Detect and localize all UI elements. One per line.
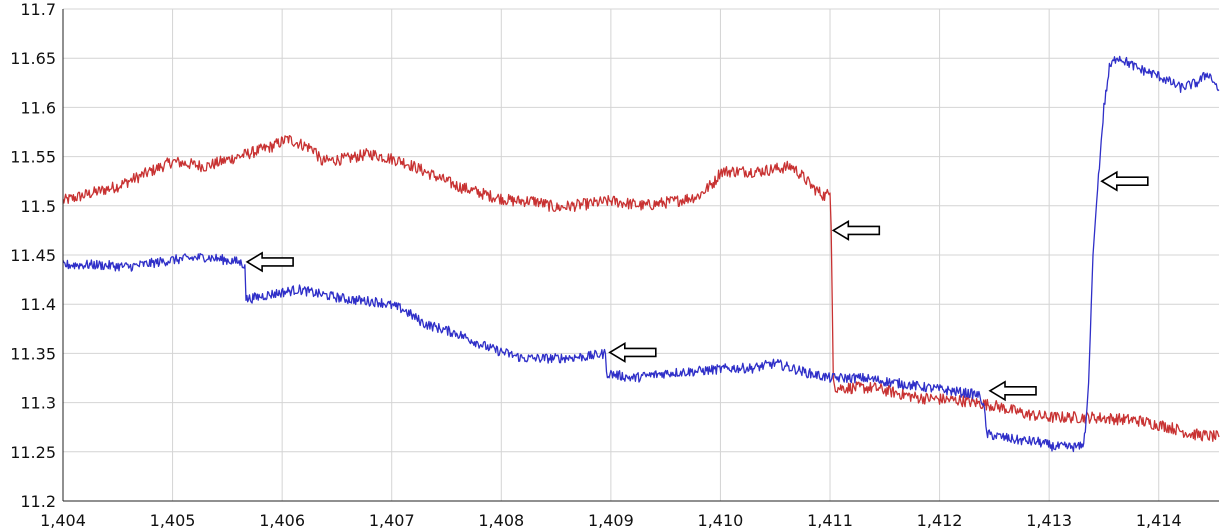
y-tick-label: 11.45 — [10, 246, 56, 265]
arrow-annotations — [245, 170, 1149, 402]
arrow-left-icon — [608, 341, 657, 363]
y-tick-label: 11.6 — [20, 98, 56, 117]
y-tick-label: 11.2 — [20, 492, 56, 511]
x-tick-label: 1,413 — [1026, 511, 1072, 530]
series-lines — [62, 55, 1220, 453]
arrow-left-icon — [988, 380, 1037, 402]
y-tick-label: 11.4 — [20, 295, 56, 314]
grid-lines — [62, 8, 1219, 502]
y-tick-label: 11.7 — [20, 0, 56, 19]
y-tick-label: 11.25 — [10, 443, 56, 462]
axes — [62, 9, 1219, 502]
x-tick-label: 1,406 — [259, 511, 305, 530]
x-tick-label: 1,405 — [150, 511, 196, 530]
x-tick-labels: 1,404 1,405 1,406 1,407 1,408 1,409 1,410 1,411… — [40, 511, 1182, 530]
y-tick-label: 11.55 — [10, 148, 56, 167]
x-tick-label: 1,408 — [478, 511, 524, 530]
x-tick-label: 1,407 — [369, 511, 415, 530]
x-tick-label: 1,411 — [807, 511, 853, 530]
arrow-left-icon — [831, 219, 881, 241]
y-tick-label: 11.5 — [20, 197, 56, 216]
y-tick-label: 11.3 — [20, 394, 56, 413]
y-tick-label: 11.35 — [10, 344, 56, 363]
y-tick-labels: 11.2 11.25 11.3 11.35 11.4 11.45 11.5 11.55 11.6… — [10, 0, 56, 511]
x-tick-label: 1,412 — [917, 511, 963, 530]
arrow-left-icon — [1100, 170, 1149, 192]
x-tick-label: 1,414 — [1136, 511, 1182, 530]
series-line-blue — [62, 55, 1220, 453]
x-tick-label: 1,410 — [698, 511, 744, 530]
x-tick-label: 1,409 — [588, 511, 634, 530]
arrow-left-icon — [245, 251, 294, 273]
x-tick-label: 1,404 — [40, 511, 86, 530]
y-tick-label: 11.65 — [10, 49, 56, 68]
series-line-red — [62, 135, 1220, 442]
